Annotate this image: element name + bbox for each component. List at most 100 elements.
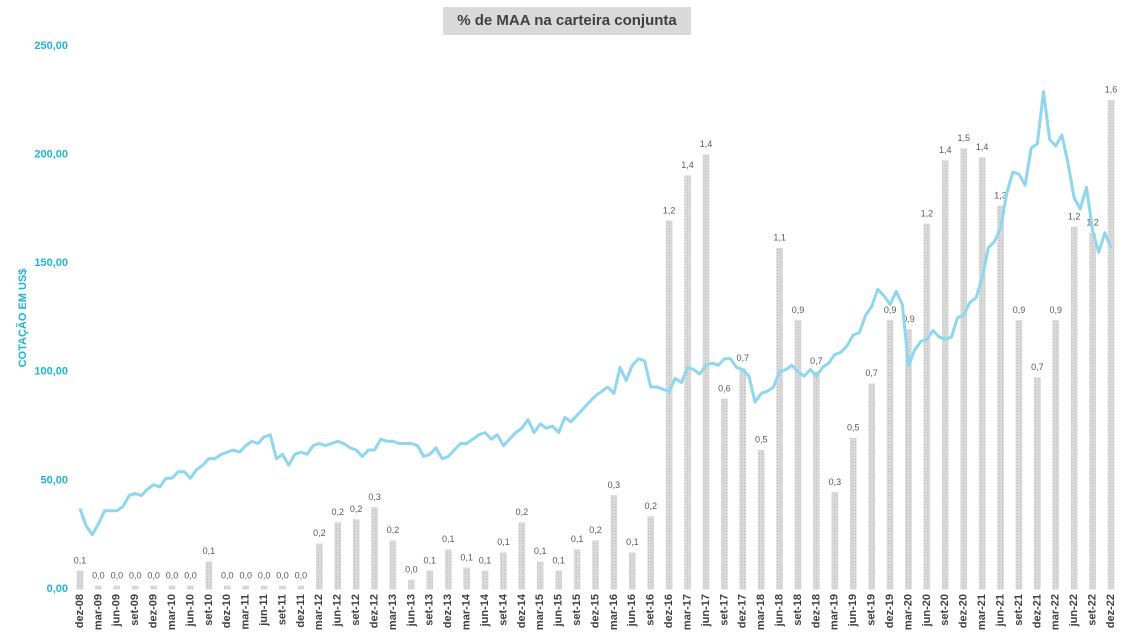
x-tick-label: dez-16 <box>663 594 675 628</box>
bar <box>757 449 765 590</box>
x-tick-label: dez-08 <box>74 594 86 628</box>
data-label: 0,5 <box>755 435 768 445</box>
data-label: 0,0 <box>184 570 197 580</box>
title-box <box>443 7 691 35</box>
data-label: 0,3 <box>608 480 621 490</box>
data-label: 0,2 <box>331 507 344 517</box>
x-tick-label: jun-13 <box>405 594 417 627</box>
x-tick-label: dez-19 <box>884 594 896 628</box>
bar <box>500 552 507 590</box>
x-tick-label: jun-12 <box>332 594 344 627</box>
bar <box>426 570 434 590</box>
data-label: 0,9 <box>792 305 805 315</box>
bar <box>205 561 213 590</box>
data-label: 0,1 <box>626 537 639 547</box>
data-label: 0,0 <box>239 570 252 580</box>
data-label: 0,1 <box>442 534 455 544</box>
data-label: 0,2 <box>350 504 363 514</box>
bar <box>813 371 820 590</box>
x-tick-label: dez-12 <box>368 594 380 628</box>
x-tick-label: set-12 <box>350 594 362 626</box>
data-label: 0,1 <box>497 537 510 547</box>
x-tick-label: mar-11 <box>240 594 252 629</box>
y-tick-label: 250,00 <box>34 40 68 52</box>
bar <box>260 585 268 590</box>
x-tick-label: set-20 <box>939 594 951 626</box>
x-tick-label: dez-11 <box>295 594 307 628</box>
bar <box>131 585 139 590</box>
data-label: 0,0 <box>147 570 160 580</box>
x-tick-label: dez-13 <box>442 594 454 628</box>
bar <box>573 549 581 590</box>
data-label: 1,2 <box>921 208 934 218</box>
bar <box>481 570 489 590</box>
data-label: 0,1 <box>534 546 547 556</box>
bar <box>334 522 341 590</box>
data-label: 1,2 <box>1068 211 1081 221</box>
bar <box>279 585 286 590</box>
bar <box>960 148 967 590</box>
bar <box>1089 232 1096 590</box>
x-tick-label: set-10 <box>203 594 215 626</box>
bar <box>242 585 249 590</box>
bar <box>224 585 231 590</box>
y-tick-label: 200,00 <box>34 149 68 161</box>
x-tick-label: set-15 <box>571 594 583 626</box>
data-label: 1,4 <box>700 139 713 149</box>
data-label: 0,2 <box>589 525 602 535</box>
data-label: 0,2 <box>387 525 400 535</box>
bar <box>297 585 305 590</box>
bar <box>113 585 121 590</box>
x-tick-label: dez-21 <box>1031 594 1043 628</box>
bar <box>702 154 710 590</box>
data-label: 1,4 <box>939 145 952 155</box>
bar <box>168 585 176 590</box>
data-label: 0,0 <box>221 570 234 580</box>
line <box>78 90 1113 537</box>
data-label: 1,4 <box>681 160 694 170</box>
bar <box>371 507 378 590</box>
bar <box>905 329 912 590</box>
data-label: 0,7 <box>865 368 878 378</box>
bar <box>95 585 102 590</box>
x-tick-label: dez-15 <box>589 594 601 628</box>
data-label: 0,7 <box>810 356 823 366</box>
data-label: 0,7 <box>1031 362 1044 372</box>
bar <box>1052 320 1060 590</box>
data-label: 0,0 <box>258 570 271 580</box>
data-label: 1,6 <box>1105 85 1118 95</box>
x-tick-label: set-09 <box>129 594 141 626</box>
bar <box>886 320 894 590</box>
bar <box>352 519 360 590</box>
x-tick-label: jun-16 <box>626 594 638 627</box>
x-tick-label: mar-17 <box>681 594 693 630</box>
data-label: 0,2 <box>644 501 657 511</box>
data-label: 0,3 <box>829 477 842 487</box>
data-label: 0,7 <box>737 353 750 363</box>
bar <box>850 437 857 590</box>
x-tick-label: dez-09 <box>148 594 160 628</box>
x-tick-label: jun-22 <box>1068 594 1080 627</box>
x-tick-label: set-22 <box>1086 594 1098 626</box>
y-tick-label: 0,00 <box>47 583 68 595</box>
x-tick-label: dez-22 <box>1105 594 1117 628</box>
data-label: 0,2 <box>313 528 326 538</box>
x-tick-label: jun-09 <box>111 594 123 627</box>
bar <box>537 561 544 590</box>
x-tick-label: set-14 <box>497 593 509 626</box>
data-label: 0,0 <box>276 570 289 580</box>
x-tick-label: set-21 <box>1013 594 1025 626</box>
data-label: 1,2 <box>663 205 676 215</box>
bar <box>1107 100 1115 590</box>
bar <box>629 552 636 590</box>
data-label: 0,1 <box>552 555 565 565</box>
x-tick-label: mar-22 <box>1050 594 1062 630</box>
x-tick-label: jun-19 <box>847 594 859 627</box>
bar <box>150 585 157 590</box>
x-tick-label: mar-20 <box>902 594 914 630</box>
x-tick-label: dez-18 <box>810 594 822 628</box>
y-tick-label: 100,00 <box>34 366 68 378</box>
data-label: 0,3 <box>368 492 381 502</box>
x-tick-label: set-16 <box>645 594 657 626</box>
x-tick-label: dez-20 <box>958 594 970 628</box>
